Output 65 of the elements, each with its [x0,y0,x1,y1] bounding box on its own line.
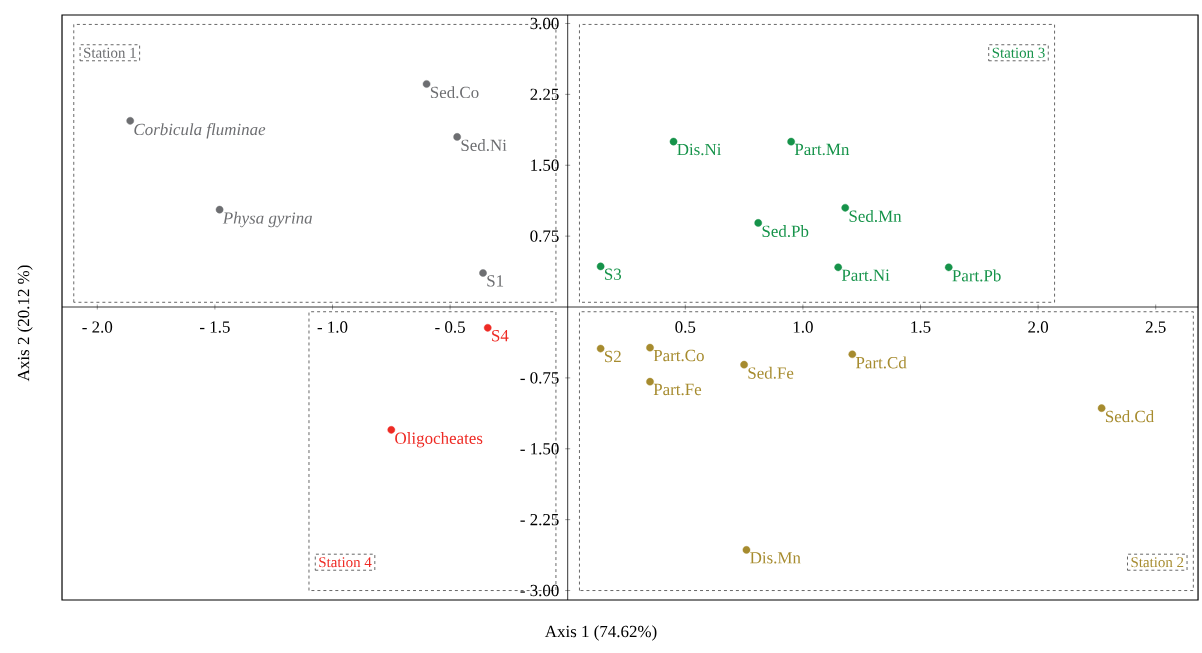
annotation: S4 [492,330,509,342]
point [848,350,857,359]
annotation: Part.Mn [794,143,850,156]
point [740,360,748,369]
annotation: Part.Pb [952,269,1001,282]
annotation: Dis.Mn [750,552,801,564]
annotation: Sed.Mn [849,209,902,222]
annotation: Sed.Ni [461,139,507,152]
annotation: S3 [604,268,622,280]
y-tick-label: 0.75 [530,230,559,242]
point [596,344,605,353]
point [646,343,654,352]
y-tick-label: - 1.50 [520,443,559,455]
annotation: Sed.Co [430,86,479,99]
text: Station 1 [84,47,136,58]
annotation: S1 [487,275,504,287]
x-tick-label: - 1.5 [200,321,230,333]
x-tick-label: - 2.0 [82,321,113,333]
x-axis-title: Axis 1 (74.62%) [544,625,657,641]
text: Station 2 [1131,557,1184,568]
annotation: Sed.Cd [1105,410,1155,423]
point [596,262,605,271]
point [742,546,751,554]
y-tick-label: - 3.00 [520,584,559,597]
annotation: Part.Ni [841,269,890,281]
point [646,377,654,386]
text: Station 4 [319,557,372,568]
annotation: Corbicula fluminae [134,123,266,139]
point [215,205,224,214]
point [841,203,850,212]
x-tick-label: - 1.0 [317,321,348,333]
y-tick-label: 1.50 [531,159,559,171]
annotation: Oligocheates [395,432,483,448]
point [453,133,461,141]
text: Station 3 [992,47,1045,58]
annotation: Physa gyrina [222,211,312,228]
point [944,263,953,272]
annotation: Part.Co [653,349,704,362]
annotation: Sed.Pb [762,225,809,238]
point [387,426,396,434]
point [126,117,135,125]
annotation: Dis.Ni [677,143,722,156]
y-axis-title: Axis 2 (20.12 %) [17,265,33,382]
y-tick-label: - 0.75 [520,372,559,384]
y-tick-label: 2.25 [530,88,559,101]
y-tick-label: 3.00 [530,17,559,30]
y-tick-label: - 2.25 [520,513,559,526]
x-tick-label: 2.0 [1028,321,1049,333]
annotation: Part.Fe [653,383,702,396]
point [834,263,842,272]
point [483,324,492,332]
point [1097,404,1106,412]
point [669,137,678,146]
point [787,137,795,146]
annotation: Sed.Fe [748,366,794,379]
annotation: S2 [604,350,621,363]
x-tick-label: 2.5 [1145,321,1166,333]
x-tick-label: 1.5 [911,321,931,333]
x-tick-label: 0.5 [675,321,696,333]
point [422,80,431,88]
x-tick-label: 1.0 [793,321,813,333]
point [754,219,763,227]
annotation: Part.Cd [855,356,907,369]
point [479,269,487,277]
x-tick-label: - 0.5 [435,321,465,333]
